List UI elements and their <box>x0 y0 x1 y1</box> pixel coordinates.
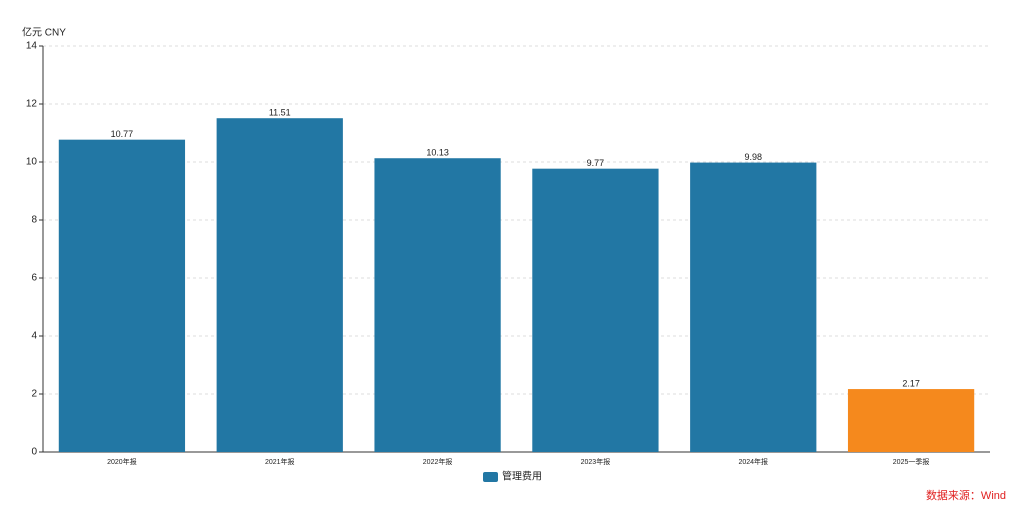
y-tick-label: 4 <box>31 331 37 342</box>
source: 数据来源：Wind <box>926 488 1006 502</box>
x-tick-label: 2025一季报 <box>893 457 930 466</box>
x-tick-label: 2024年报 <box>738 457 768 466</box>
y-tick-label: 6 <box>31 273 37 284</box>
value-label: 11.51 <box>269 108 291 118</box>
bar <box>374 158 501 453</box>
x-tick-label: 2023年报 <box>581 457 611 466</box>
y-unit: 亿元 CNY <box>22 26 66 39</box>
value-label: 2.17 <box>902 378 920 388</box>
bar <box>216 118 343 453</box>
x-tick-label: 2020年报 <box>107 457 137 466</box>
x-tick-label: 2021年报 <box>265 457 295 466</box>
value-label: 10.77 <box>111 129 134 139</box>
value-label: 9.77 <box>587 158 605 168</box>
bar <box>690 162 817 452</box>
x-tick-label: 2022年报 <box>423 457 453 466</box>
value-label: 9.98 <box>744 152 762 162</box>
value-label: 10.13 <box>426 148 449 158</box>
y-tick-label: 14 <box>26 41 38 52</box>
bar <box>58 139 186 453</box>
y-tick-label: 8 <box>31 215 37 226</box>
y-tick-label: 12 <box>26 99 38 110</box>
y-tick-label: 10 <box>26 157 38 168</box>
bar <box>847 389 975 452</box>
bar <box>532 168 659 453</box>
legend-swatch <box>483 472 498 482</box>
legend-label: 管理费用 <box>502 470 542 483</box>
y-tick-label: 2 <box>31 389 37 400</box>
y-tick-label: 0 <box>31 447 37 458</box>
